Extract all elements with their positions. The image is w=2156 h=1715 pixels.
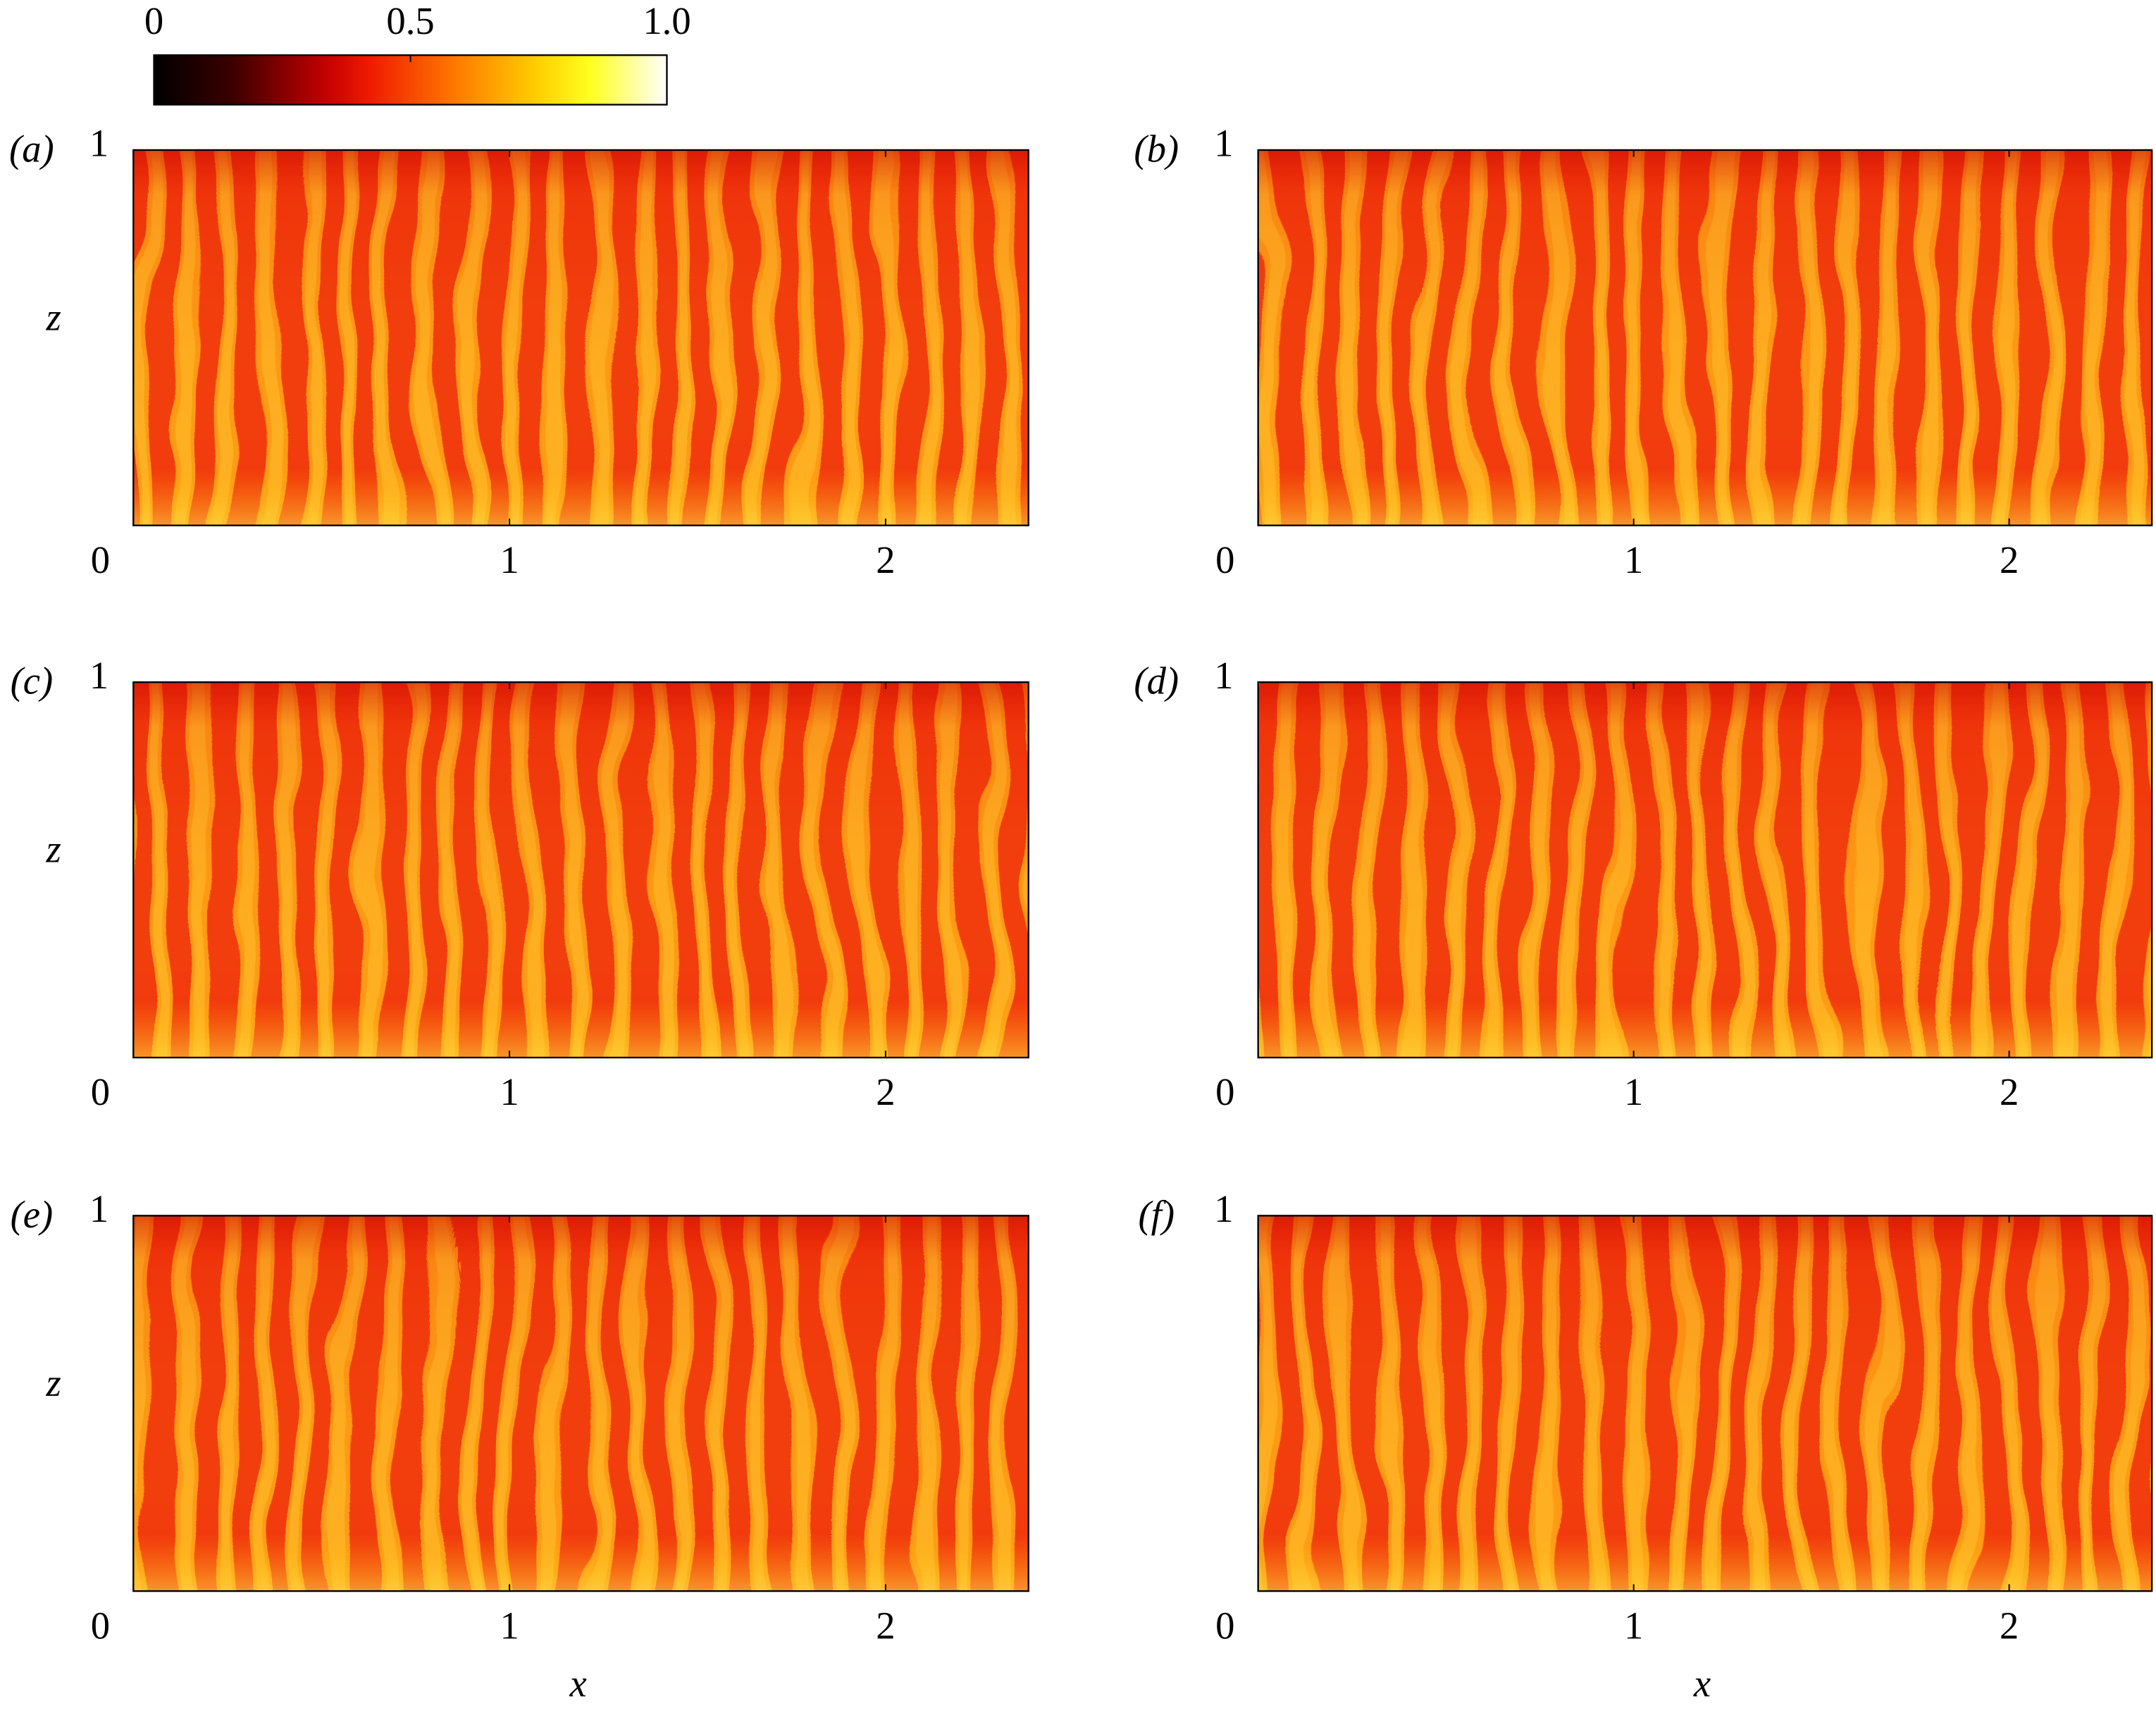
colorbar (153, 54, 668, 106)
y-tick-label: 1 (1214, 654, 1233, 697)
panel-label: (c) (11, 660, 54, 702)
frame (132, 681, 1029, 1059)
heatmap (1258, 1215, 2152, 1592)
y-tick-label: 1 (89, 1187, 109, 1230)
x-tick-label: 0 (1215, 1070, 1234, 1113)
x-tick-label: 2 (876, 538, 895, 581)
field-shade (133, 682, 1029, 1058)
x-tick-label: 0 (91, 1604, 110, 1647)
panel-label: (b) (1134, 127, 1179, 170)
y-tick-label: 1 (1214, 122, 1233, 165)
x-tick-label: 1 (1624, 538, 1643, 581)
x-tick-label: 1 (1624, 1070, 1643, 1113)
x-tick-label: 2 (2000, 538, 2019, 581)
panel-label: (d) (1134, 660, 1179, 702)
y-tick-label: 1 (89, 654, 109, 697)
panel-label: (f) (1138, 1193, 1175, 1236)
x-tick-label: 2 (876, 1604, 895, 1647)
x-tick-label: 1 (500, 1070, 519, 1113)
x-tick-label: 0 (91, 1070, 110, 1113)
y-axis-label: z (45, 1361, 61, 1404)
frame (132, 1215, 1029, 1592)
x-tick-label: 1 (500, 1604, 519, 1647)
field-shade (1258, 682, 2152, 1058)
panel-label: (a) (9, 127, 54, 170)
frame (132, 149, 1029, 526)
colorbar-tick-label: 0.5 (386, 0, 434, 42)
field-shade (1258, 149, 2152, 526)
heatmap (133, 682, 1029, 1058)
x-tick-label: 0 (91, 538, 110, 581)
heatmap (1258, 149, 2152, 526)
panel-label: (e) (11, 1193, 54, 1236)
colorbar-tick-label: 1.0 (643, 0, 690, 42)
frame (1257, 149, 2153, 526)
heatmap (1258, 682, 2152, 1058)
field-shade (133, 149, 1029, 526)
x-tick-label: 2 (876, 1070, 895, 1113)
y-axis-label: z (45, 295, 61, 338)
x-tick-label: 2 (2000, 1070, 2019, 1113)
x-axis-label: x (1693, 1661, 1711, 1704)
x-tick-label: 0 (1215, 1604, 1234, 1647)
frame (1257, 1215, 2153, 1592)
x-tick-label: 1 (500, 538, 519, 581)
y-axis-label: z (45, 828, 61, 871)
x-tick-label: 1 (1624, 1604, 1643, 1647)
heatmap (133, 149, 1029, 526)
x-axis-label: x (569, 1661, 586, 1704)
frame (1257, 681, 2153, 1059)
field-shade (133, 1215, 1029, 1592)
y-tick-label: 1 (1214, 1187, 1233, 1230)
colorbar-tick-label: 0 (144, 0, 163, 42)
y-tick-label: 1 (89, 122, 109, 165)
x-tick-label: 2 (2000, 1604, 2019, 1647)
x-tick-label: 0 (1215, 538, 1234, 581)
heatmap (133, 1215, 1029, 1592)
field-shade (1258, 1215, 2152, 1592)
